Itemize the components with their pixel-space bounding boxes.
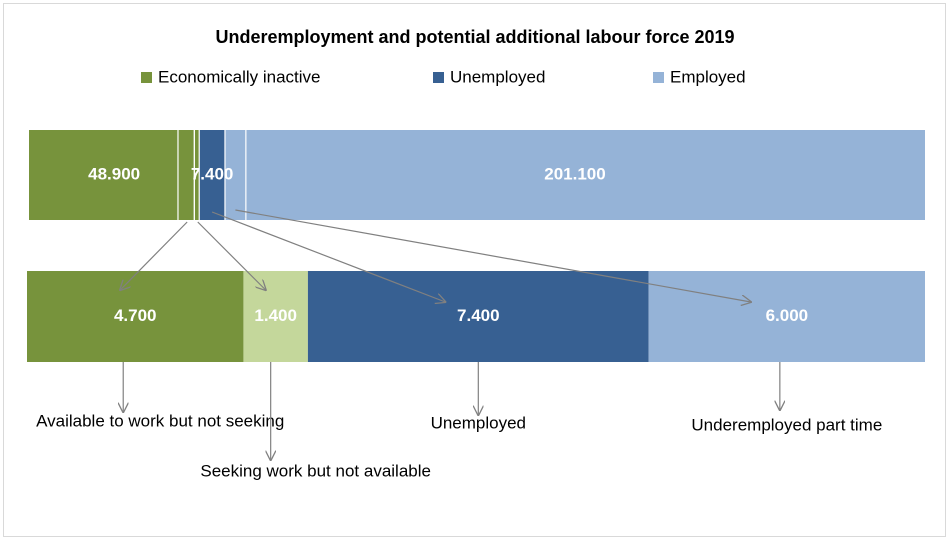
category-label: Available to work but not seeking [36, 411, 284, 430]
bar-segment [199, 130, 225, 220]
value-label: 6.000 [766, 306, 809, 325]
arrow [211, 211, 445, 302]
category-label: Seeking work but not available [200, 461, 431, 480]
highlight-box [193, 127, 200, 223]
category-label: Underemployed part time [691, 415, 882, 434]
arrow [235, 209, 750, 302]
chart-title: Underemployment and potential additional… [215, 27, 734, 47]
arrow [120, 221, 188, 290]
legend-label: Economically inactive [158, 67, 321, 86]
legend-label: Unemployed [450, 67, 545, 86]
arrow [197, 221, 266, 290]
highlight-box [224, 127, 247, 223]
category-label: Unemployed [431, 413, 526, 432]
bar-segment [29, 130, 200, 220]
value-label: 7.400 [191, 164, 234, 183]
bar-segment [307, 271, 649, 362]
legend-swatch [653, 72, 664, 83]
legend-swatch [141, 72, 152, 83]
value-label: 4.700 [114, 306, 157, 325]
bar-segment [648, 271, 925, 362]
value-label: 1.400 [254, 306, 297, 325]
bar-segment [224, 130, 925, 220]
value-label: 48.900 [88, 164, 140, 183]
bar-segment [243, 271, 308, 362]
value-label: 201.100 [544, 164, 605, 183]
bar-segment [27, 271, 244, 362]
legend-swatch [433, 72, 444, 83]
value-label: 7.400 [457, 306, 500, 325]
legend-label: Employed [670, 67, 746, 86]
chart-frame [3, 3, 946, 537]
